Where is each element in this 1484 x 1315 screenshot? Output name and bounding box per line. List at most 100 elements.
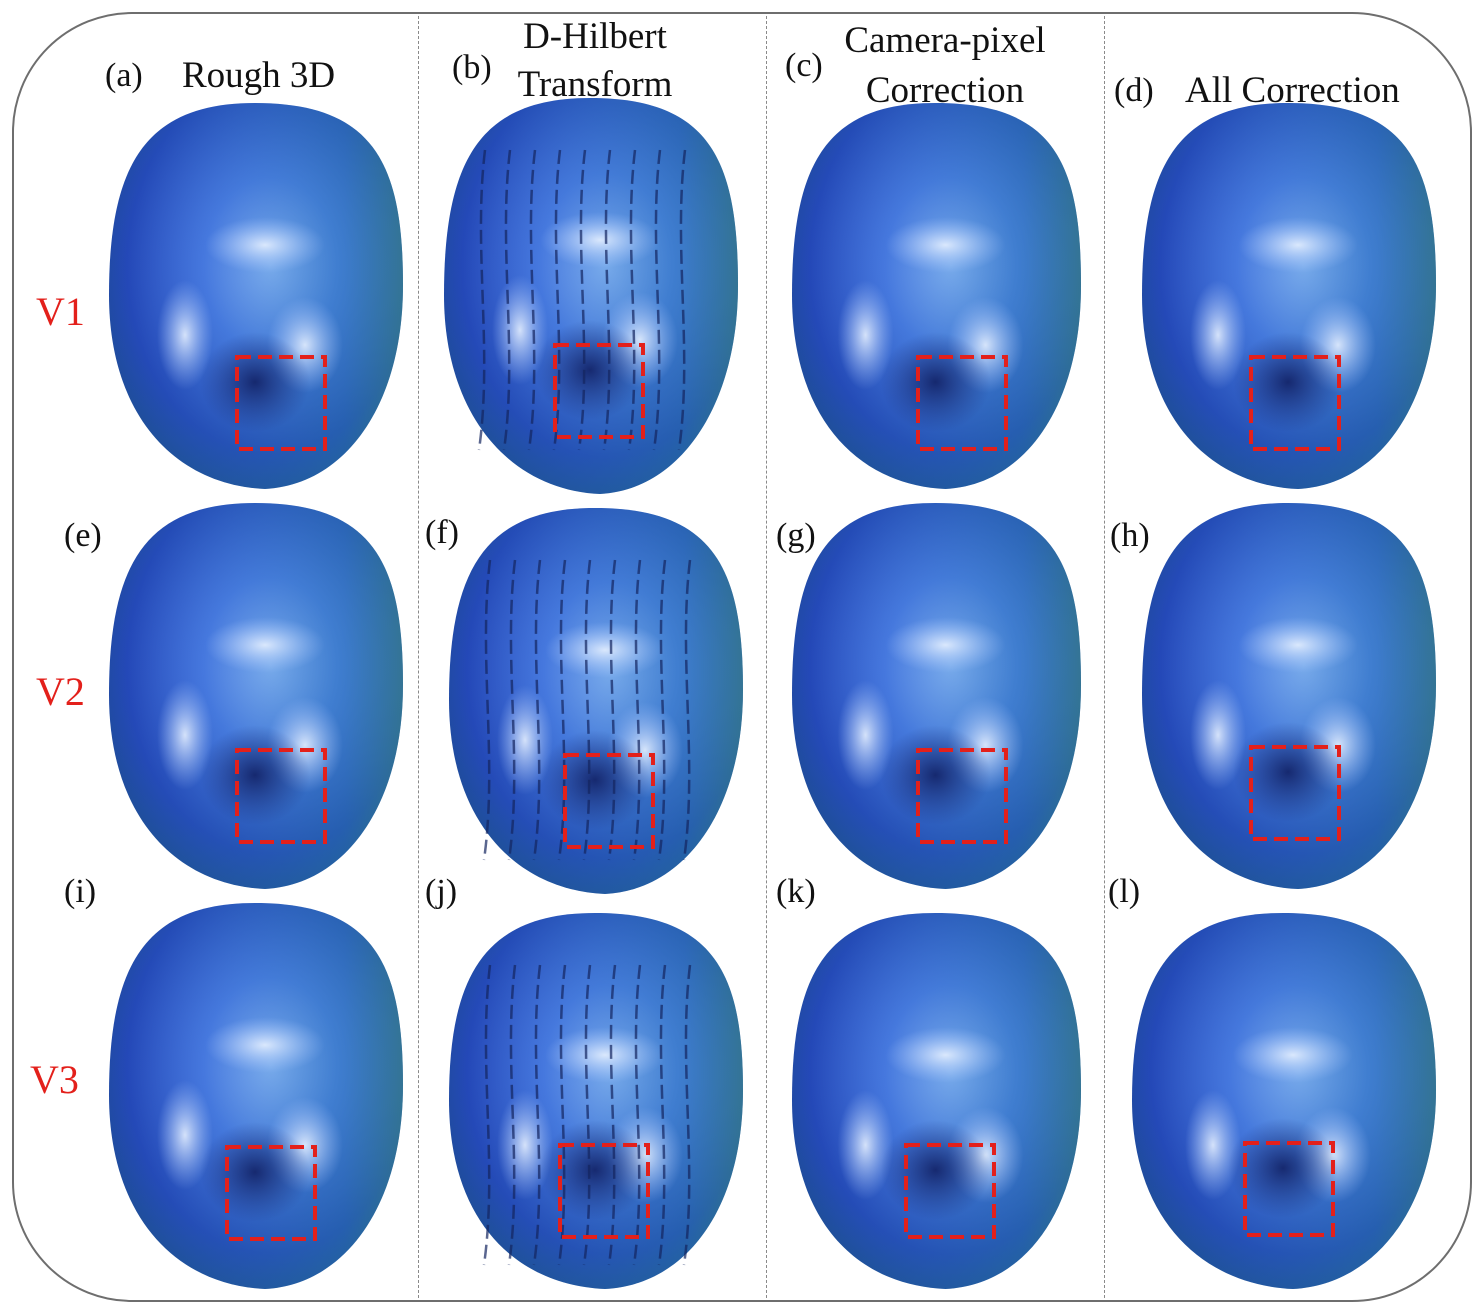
- surface-highlight: [205, 217, 325, 273]
- figure-frame: [12, 12, 1472, 1302]
- surface-highlight: [205, 1017, 325, 1073]
- nose-shadow: [540, 730, 650, 830]
- head-edge-shading: [792, 103, 1081, 489]
- head-edge-shading: [792, 503, 1081, 889]
- phase-error-stripe: [607, 964, 617, 1266]
- surface-highlight: [157, 1080, 213, 1190]
- highlight-box: [553, 343, 645, 439]
- phase-error-stripe: [627, 149, 637, 451]
- highlight-box: [563, 753, 655, 849]
- column-divider: [418, 16, 419, 1298]
- surface-highlight: [545, 622, 665, 678]
- phase-error-stripe: [652, 149, 662, 451]
- head-edge-shading: [109, 103, 403, 489]
- surface-highlight: [885, 1027, 1006, 1083]
- surface-highlight: [545, 1027, 665, 1083]
- face-reconstruction-panel: [109, 903, 403, 1289]
- highlight-box: [225, 1145, 317, 1241]
- panel-letter-f: (f): [425, 514, 459, 551]
- nose-shadow: [540, 1120, 650, 1220]
- phase-error-stripe: [632, 964, 642, 1266]
- nose-shadow: [200, 332, 310, 432]
- head-edge-shading: [1132, 913, 1436, 1289]
- nose-shadow: [200, 1122, 310, 1222]
- surface-highlight: [885, 217, 1006, 273]
- highlight-box: [904, 1143, 996, 1239]
- phase-error-stripe: [602, 149, 612, 451]
- column-divider: [1104, 16, 1105, 1298]
- face-reconstruction-panel: [449, 508, 743, 894]
- head-edge-shading: [449, 508, 743, 894]
- highlight-box: [1249, 745, 1341, 841]
- row-label-v1: V1: [36, 289, 85, 334]
- phase-error-stripe: [607, 559, 617, 861]
- surface-highlight: [1238, 217, 1358, 273]
- highlight-box: [235, 748, 327, 844]
- phase-error-stripe: [657, 559, 667, 861]
- column-title-line: Camera-pixel: [844, 20, 1046, 61]
- phase-error-stripe: [557, 964, 567, 1266]
- nose-shadow: [880, 332, 991, 432]
- phase-error-stripe: [482, 559, 492, 861]
- face-reconstruction-panel: [792, 503, 1081, 889]
- surface-highlight: [205, 617, 325, 673]
- head-edge-shading: [109, 903, 403, 1289]
- face-reconstruction-panel: [1132, 913, 1436, 1289]
- surface-highlight: [157, 280, 213, 390]
- phase-error-stripe: [532, 964, 542, 1266]
- column-title-camera-pixel: Camera-pixel Correction: [830, 22, 1060, 110]
- phase-error-stripe: [677, 149, 687, 451]
- row-label-v2: V2: [36, 669, 85, 714]
- phase-error-stripe: [657, 964, 667, 1266]
- phase-error-stripe: [477, 149, 487, 451]
- highlight-box: [235, 355, 327, 451]
- nose-shadow: [880, 725, 991, 825]
- column-title-line: D-Hilbert: [523, 16, 667, 57]
- head-edge-shading: [444, 98, 738, 494]
- head-edge-shading: [1142, 503, 1436, 889]
- phase-error-stripe: [507, 964, 517, 1266]
- head-edge-shading: [449, 913, 743, 1289]
- phase-error-stripe: [577, 149, 587, 451]
- face-reconstruction-panel: [444, 98, 738, 494]
- surface-highlight: [837, 680, 894, 790]
- nose-shadow: [535, 320, 645, 420]
- head-edge-shading: [1142, 103, 1436, 489]
- phase-error-stripe: [502, 149, 512, 451]
- phase-error-stripe: [582, 964, 592, 1266]
- panel-letter-b: (b): [452, 49, 492, 86]
- panel-letter-i: (i): [64, 873, 97, 910]
- surface-highlight: [1190, 680, 1246, 790]
- surface-highlight: [1190, 280, 1246, 390]
- nose-shadow: [200, 725, 310, 825]
- column-divider: [766, 16, 767, 1298]
- panel-letter-e: (e): [64, 517, 102, 554]
- head-edge-shading: [792, 913, 1081, 1289]
- panel-letter-c: (c): [785, 47, 823, 84]
- face-reconstruction-panel: [1142, 503, 1436, 889]
- surface-highlight: [540, 212, 660, 268]
- highlight-box: [558, 1143, 650, 1239]
- surface-highlight: [885, 617, 1006, 673]
- face-reconstruction-panel: [109, 503, 403, 889]
- panel-letter-a: (a): [105, 57, 143, 94]
- face-reconstruction-panel: [449, 913, 743, 1289]
- phase-error-stripe: [507, 559, 517, 861]
- nose-shadow: [880, 1120, 991, 1220]
- phase-error-stripe: [682, 559, 692, 861]
- head-edge-shading: [109, 503, 403, 889]
- surface-highlight: [1185, 1090, 1241, 1200]
- highlight-box: [1249, 355, 1341, 451]
- face-reconstruction-panel: [792, 103, 1081, 489]
- panel-letter-g: (g): [776, 517, 816, 554]
- surface-highlight: [157, 680, 213, 790]
- panel-letter-h: (h): [1110, 517, 1150, 554]
- column-title-rough-3d: Rough 3D: [182, 55, 336, 96]
- panel-letter-k: (k): [776, 873, 816, 910]
- panel-letter-l: (l): [1108, 873, 1141, 910]
- highlight-box: [1243, 1141, 1335, 1237]
- column-title-line: Transform: [517, 64, 673, 105]
- surface-highlight: [1233, 1027, 1353, 1083]
- surface-highlight: [837, 1090, 894, 1200]
- column-title-d-hilbert: D-Hilbert Transform: [500, 18, 690, 104]
